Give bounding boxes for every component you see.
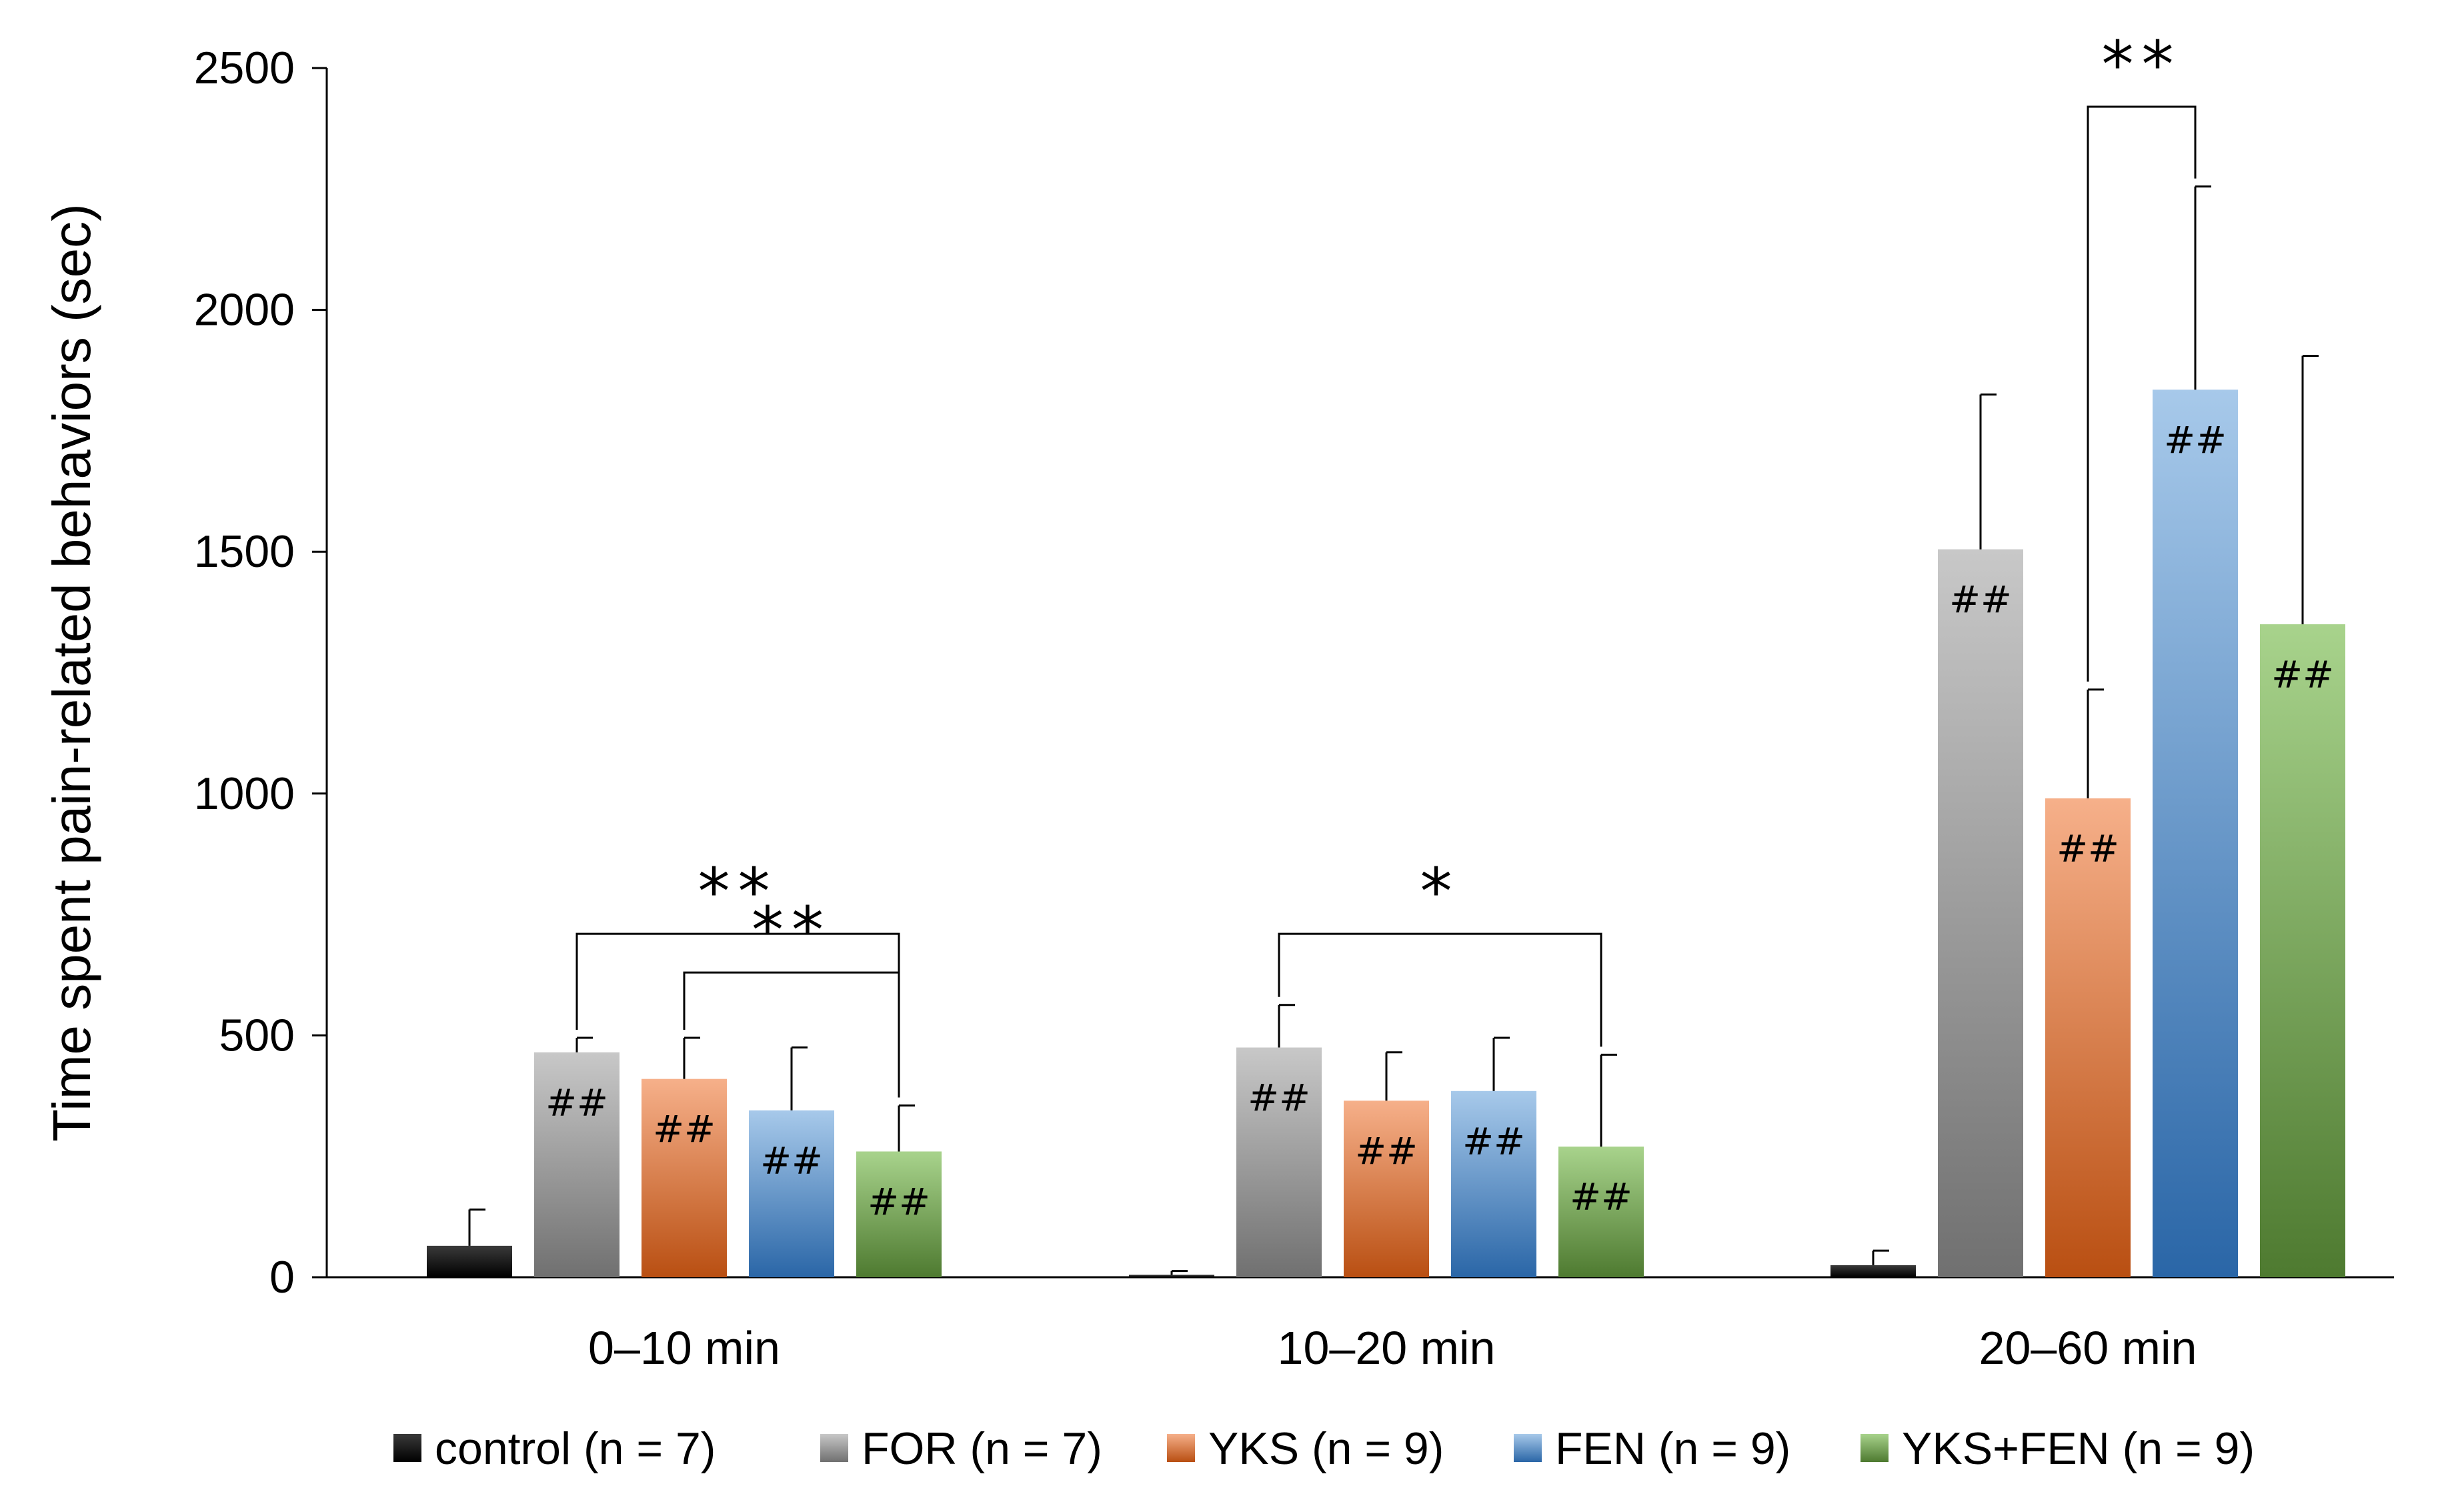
y-axis: 0 500 1000 1500 2000 2500: [194, 43, 328, 1303]
bar: [2045, 798, 2131, 1277]
bar-label: ##: [2057, 828, 2119, 871]
bar: [1129, 1275, 1214, 1277]
significance-label: **: [2102, 27, 2182, 102]
bar: [856, 1151, 942, 1277]
legend-swatch: [393, 1434, 421, 1462]
bar-label: ##: [653, 1108, 716, 1152]
bars: ## ## ## ## ## ## ## ## ## ## ## ##: [427, 185, 2345, 1277]
legend: control (n = 7) FOR (n = 7) YKS (n = 9) FEN…: [393, 1423, 2255, 1474]
legend-swatch: [820, 1434, 848, 1462]
bar: [2153, 390, 2238, 1277]
bar: [1938, 549, 2023, 1277]
bar: [2260, 624, 2345, 1277]
legend-swatch: [1514, 1434, 1542, 1462]
x-category-label: 0–10 min: [588, 1322, 780, 1374]
legend-label: YKS+FEN (n = 9): [1902, 1423, 2255, 1474]
x-axis: 0–10 min 10–20 min 20–60 min: [327, 1276, 2394, 1374]
bar-label: ##: [1462, 1120, 1525, 1164]
bar: [534, 1052, 620, 1277]
significance-label: **: [752, 893, 832, 968]
bar: [642, 1078, 727, 1277]
significance-bracket: [575, 932, 900, 1098]
significance-label: **: [698, 854, 778, 929]
y-tick-label: 1000: [194, 768, 295, 819]
y-tick-label: 500: [219, 1010, 295, 1060]
bar-label: ##: [1355, 1130, 1418, 1173]
y-tick-label: 2000: [194, 285, 295, 335]
y-axis-label: Time spent pain-related behaviors (sec): [42, 203, 101, 1142]
significance-bracket: [2087, 105, 2197, 682]
legend-swatch: [1861, 1434, 1889, 1462]
bar-label: ##: [1248, 1077, 1310, 1120]
bar: [1344, 1100, 1429, 1277]
bar-label: ##: [2164, 419, 2227, 462]
bar-label: ##: [868, 1181, 930, 1224]
bar: [749, 1110, 834, 1277]
legend-label: FEN (n = 9): [1555, 1423, 1790, 1474]
legend-label: control (n = 7): [435, 1423, 716, 1474]
y-tick-label: 0: [269, 1252, 295, 1303]
bar-label: ##: [760, 1140, 823, 1183]
x-category-label: 20–60 min: [1979, 1322, 2197, 1374]
y-tick-label: 1500: [194, 526, 295, 577]
bar-label: ##: [1570, 1176, 1632, 1219]
bar: [1558, 1147, 1644, 1277]
significance-bracket: [683, 971, 900, 1098]
bar: [1451, 1090, 1536, 1277]
significance-label: *: [1420, 854, 1460, 929]
bar: [1236, 1047, 1322, 1277]
bar-label: ##: [545, 1082, 608, 1125]
legend-label: YKS (n = 9): [1208, 1423, 1444, 1474]
bar-label: ##: [2271, 654, 2334, 697]
bar-label: ##: [1949, 579, 2012, 622]
legend-label: FOR (n = 7): [862, 1423, 1102, 1474]
bar: [1830, 1265, 1916, 1277]
significance-bracket: [1278, 932, 1602, 1047]
x-category-label: 10–20 min: [1278, 1322, 1496, 1374]
legend-swatch: [1167, 1434, 1195, 1462]
y-tick-label: 2500: [194, 43, 295, 93]
significance-brackets: *******: [575, 27, 2197, 1098]
bar: [427, 1245, 512, 1277]
